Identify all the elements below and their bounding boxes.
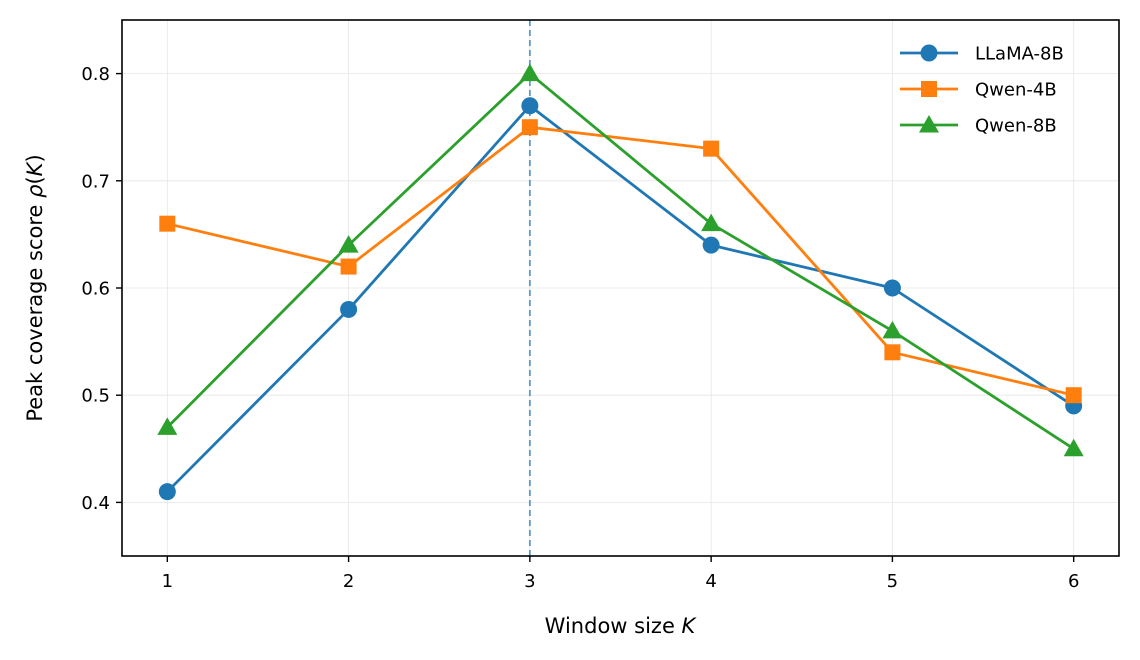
data-point — [340, 300, 358, 318]
data-point — [882, 320, 903, 339]
y-axis-label: Peak coverage score ρ(K) — [23, 154, 47, 421]
x-tick-label: 6 — [1068, 571, 1079, 592]
x-tick-label: 2 — [343, 571, 354, 592]
series-qwen-8b — [157, 63, 1084, 457]
y-tick-label: 0.6 — [81, 279, 110, 300]
series-llama-8b — [158, 97, 1083, 501]
legend-marker — [921, 81, 937, 97]
legend-entry: Qwen-8B — [900, 115, 1057, 137]
x-axis-label-text: Window size — [545, 614, 682, 638]
x-tick-label: 3 — [524, 571, 535, 592]
legend-marker — [920, 44, 938, 62]
series-line — [166, 72, 1075, 450]
data-point — [1065, 387, 1082, 404]
x-axis-label: Window size K — [545, 614, 698, 638]
data-point — [159, 215, 176, 232]
legend-entry: LLaMA-8B — [900, 44, 1064, 65]
x-axis-ticks: 1 2 3 4 5 6 — [162, 556, 1079, 592]
y-axis-label-paren-close: ) — [23, 154, 47, 162]
data-point — [521, 97, 539, 115]
legend-label: LLaMA-8B — [975, 44, 1064, 65]
legend: LLaMA-8B Qwen-4B Qwen-8B — [900, 44, 1064, 137]
x-tick-label: 4 — [705, 571, 716, 592]
series-qwen-4b — [159, 119, 1082, 404]
legend-label: Qwen-4B — [975, 80, 1057, 101]
series-line — [166, 104, 1075, 493]
x-axis-label-variable: K — [682, 614, 698, 638]
legend-marker — [919, 115, 939, 133]
data-point — [521, 119, 538, 136]
legend-label: Qwen-8B — [975, 116, 1057, 137]
data-point — [884, 344, 901, 361]
data-point — [1063, 438, 1084, 457]
legend-entry: Qwen-4B — [900, 80, 1057, 101]
series-layer — [157, 63, 1084, 501]
y-tick-label: 0.5 — [81, 386, 110, 407]
series-line — [166, 125, 1075, 397]
x-tick-label: 1 — [162, 571, 173, 592]
x-tick-label: 5 — [887, 571, 898, 592]
y-axis-label-paren-open: ( — [23, 176, 47, 184]
y-axis-label-variable: ρ — [23, 184, 47, 198]
y-axis-label-text: Peak coverage score — [23, 198, 47, 422]
data-point — [701, 213, 722, 232]
data-point — [703, 140, 720, 157]
y-tick-label: 0.4 — [81, 493, 110, 514]
data-point — [702, 236, 720, 254]
y-tick-label: 0.8 — [81, 64, 110, 85]
data-point — [157, 417, 178, 435]
y-axis-ticks: 0.4 0.5 0.6 0.7 0.8 — [81, 64, 122, 514]
y-axis-label-variable-2: K — [23, 160, 47, 176]
data-point — [519, 63, 540, 82]
data-point — [338, 235, 359, 253]
data-point — [158, 483, 176, 501]
y-tick-label: 0.7 — [81, 171, 110, 192]
data-point — [883, 279, 901, 297]
data-point — [340, 258, 357, 275]
